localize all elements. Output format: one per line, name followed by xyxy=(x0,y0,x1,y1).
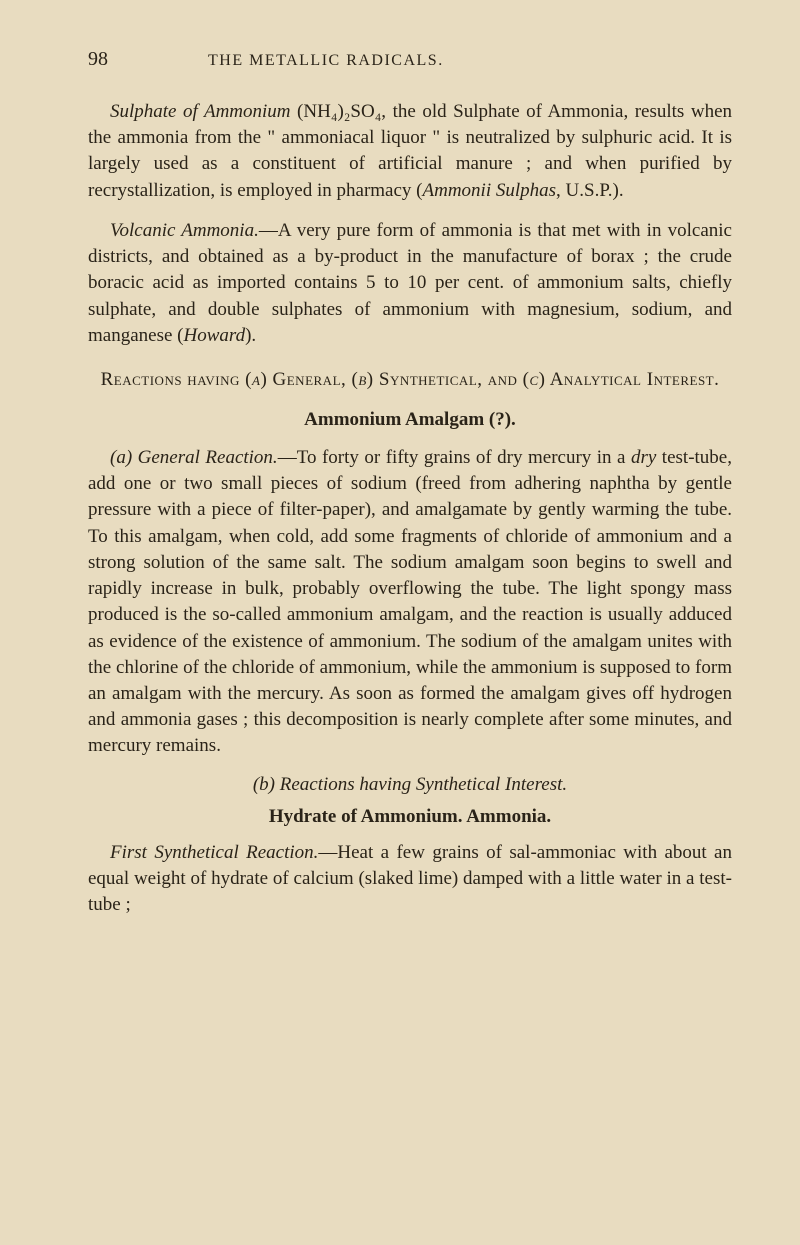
heading-part-a: Reactions having ( xyxy=(101,369,252,390)
section-heading-reactions: Reactions having (a) General, (b) Synthe… xyxy=(88,369,732,391)
term-volcanic: Volcanic Ammonia. xyxy=(110,220,259,241)
heading-ital-c: c xyxy=(530,369,539,390)
term-sulphate: Sulphate of Ammonium xyxy=(110,101,291,122)
paragraph-first-synthetical: First Synthetical Reaction.—Heat a few g… xyxy=(88,840,732,919)
gr-ital-dry: dry xyxy=(631,447,656,468)
subheading-amalgam: Ammonium Amalgam (?). xyxy=(88,409,732,431)
formula: (NH₄)₂SO₄, xyxy=(291,101,393,122)
page-header: 98 THE METALLIC RADICALS. xyxy=(88,48,732,71)
term-howard: Howard xyxy=(183,325,245,346)
paragraph-sulphate: Sulphate of Ammonium (NH₄)₂SO₄, the old … xyxy=(88,99,732,204)
page-number: 98 xyxy=(88,48,108,71)
subheading-reactions-b: (b) Reactions having Synthetical Interes… xyxy=(88,774,732,796)
heading-part-c: ) Synthetical, and ( xyxy=(367,369,530,390)
gr-body2: test-tube, add one or two small pieces o… xyxy=(88,447,732,756)
paragraph-volcanic: Volcanic Ammonia.—A very pure form of am… xyxy=(88,218,732,349)
p2-tail: ). xyxy=(245,325,256,346)
paragraph-general-reaction: (a) General Reaction.—To forty or fifty … xyxy=(88,445,732,760)
running-title: THE METALLIC RADICALS. xyxy=(208,52,444,70)
subheading-hydrate: Hydrate of Ammonium. Ammonia. xyxy=(88,806,732,828)
label-first-synthetical: First Synthetical Reaction. xyxy=(110,842,318,863)
gr-body1: —To forty or fifty grains of dry mercury… xyxy=(278,447,631,468)
term-ammonii-sulphas: Ammonii Sulphas xyxy=(423,180,557,201)
heading-part-b: ) General, ( xyxy=(260,369,358,390)
label-general-reaction: (a) General Reaction. xyxy=(110,447,278,468)
heading-part-d: ) Analytical Interest. xyxy=(539,369,720,390)
p1-tail: , U.S.P.). xyxy=(556,180,624,201)
heading-ital-b: b xyxy=(358,369,366,390)
